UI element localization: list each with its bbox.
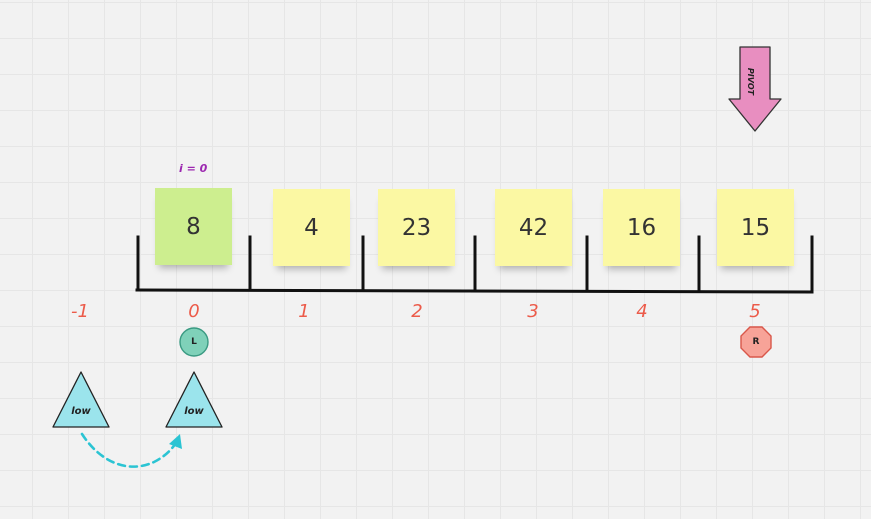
array-cell-5[interactable]: 15 (717, 189, 794, 266)
array-cell-4[interactable]: 16 (603, 189, 680, 266)
left-pointer-label: L (191, 337, 197, 347)
low-marker-previous-label: low (71, 406, 91, 417)
array-cell-3[interactable]: 42 (495, 189, 572, 266)
index-label: -1 (71, 301, 89, 322)
index-label: 5 (749, 301, 761, 322)
index-label: 1 (298, 301, 310, 322)
index-label: 2 (411, 301, 423, 322)
pivot-arrow[interactable] (726, 45, 784, 133)
low-marker-current[interactable] (163, 369, 225, 429)
low-marker-previous[interactable] (50, 369, 112, 429)
pivot-label: PIVOT (746, 67, 756, 96)
right-pointer-label: R (752, 337, 760, 347)
array-cell-0[interactable]: 8 (155, 188, 232, 265)
array-cell-2[interactable]: 23 (378, 189, 455, 266)
index-label: 3 (527, 301, 539, 322)
index-label: 4 (636, 301, 648, 322)
right-pointer-octagon[interactable] (739, 325, 773, 359)
low-move-arrow (80, 432, 182, 468)
left-pointer-circle[interactable] (177, 327, 211, 357)
low-marker-current-label: low (184, 406, 204, 417)
index-label: 0 (188, 301, 200, 322)
array-cell-1[interactable]: 4 (273, 189, 350, 266)
iteration-label: i = 0 (179, 162, 208, 175)
